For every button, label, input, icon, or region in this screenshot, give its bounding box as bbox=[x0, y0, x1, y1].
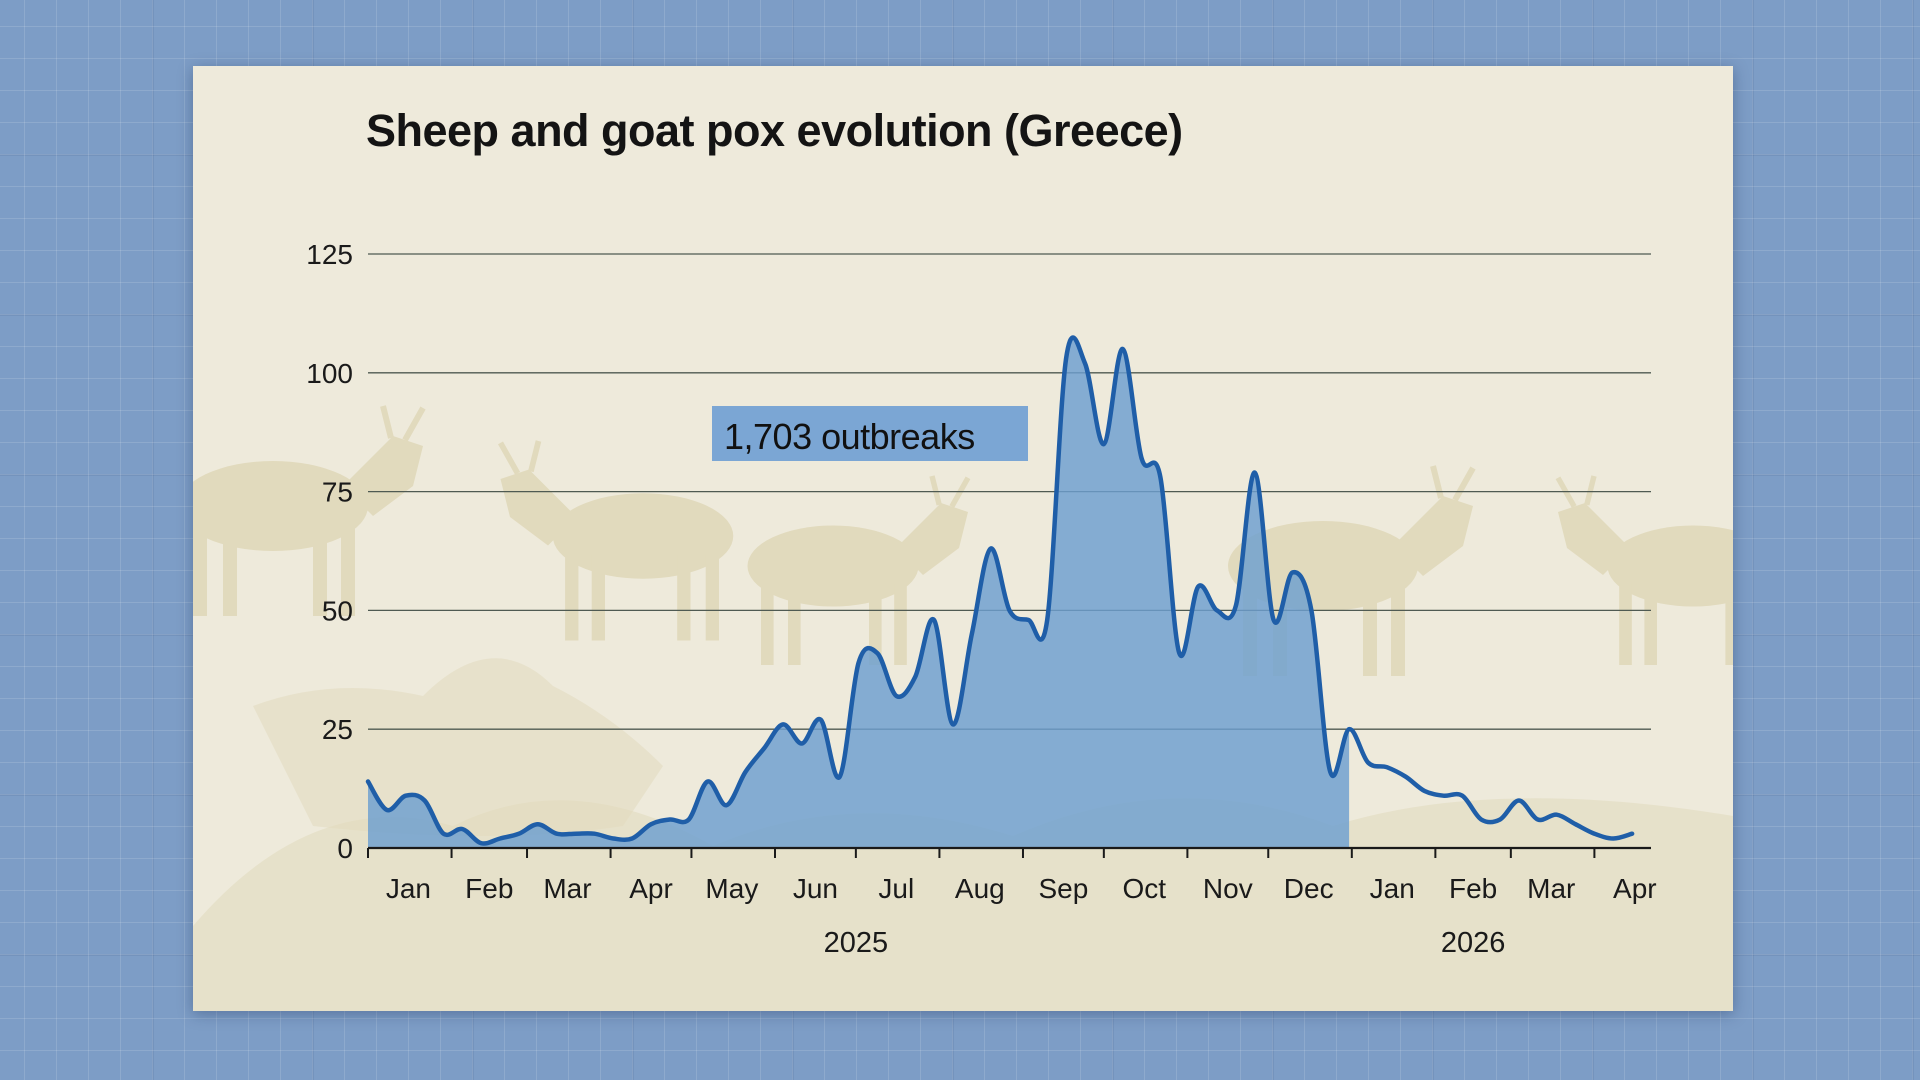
x-tick-label: May bbox=[705, 873, 758, 904]
x-tick-label: Mar bbox=[1527, 873, 1575, 904]
x-tick-label: Feb bbox=[465, 873, 513, 904]
x-tick-label: Dec bbox=[1284, 873, 1334, 904]
y-tick-label: 25 bbox=[322, 714, 353, 745]
x-tick-label: Feb bbox=[1449, 873, 1497, 904]
year-label: 2026 bbox=[1441, 927, 1506, 959]
x-tick-label: Jan bbox=[1370, 873, 1415, 904]
y-tick-label: 75 bbox=[322, 477, 353, 508]
x-axis: Jan Feb Mar Apr May Jun Jul Aug Sep Oct Nov Dec Jan F… bbox=[367, 846, 1657, 959]
area-fill bbox=[368, 337, 1350, 848]
x-tick-label: Sep bbox=[1038, 873, 1088, 904]
x-tick-label: Oct bbox=[1122, 873, 1166, 904]
x-tick-label: Mar bbox=[543, 873, 591, 904]
x-tick-label: Apr bbox=[1613, 873, 1657, 904]
annotation-text: 1,703 outbreaks bbox=[724, 416, 975, 457]
x-tick-label: Jun bbox=[793, 873, 838, 904]
annotation: 1,703 outbreaks bbox=[712, 406, 1028, 461]
x-tick-label: Aug bbox=[955, 873, 1005, 904]
outbreaks-line bbox=[365, 335, 1635, 846]
y-tick-label: 100 bbox=[306, 358, 353, 389]
x-tick-label: Apr bbox=[629, 873, 673, 904]
series-line bbox=[365, 335, 1635, 846]
x-tick-label: Nov bbox=[1203, 873, 1253, 904]
chart-title: Sheep and goat pox evolution (Greece) bbox=[366, 105, 1183, 156]
y-tick-label: 0 bbox=[337, 833, 353, 864]
goat-silhouette-backdrop bbox=[193, 405, 1733, 1011]
year-label: 2025 bbox=[824, 927, 889, 959]
annotation-box bbox=[712, 406, 1028, 461]
x-tick-label: Jan bbox=[386, 873, 431, 904]
y-axis: 0 25 50 75 100 125 bbox=[306, 239, 353, 864]
y-tick-label: 50 bbox=[322, 595, 353, 626]
chart: 0 25 50 75 100 125 Jan Feb Mar Apr May Jun Jul Aug Se… bbox=[193, 105, 1733, 1011]
chart-card: 0 25 50 75 100 125 Jan Feb Mar Apr May Jun Jul Aug Se… bbox=[193, 66, 1733, 1011]
y-tick-label: 125 bbox=[306, 239, 353, 270]
x-tick-label: Jul bbox=[878, 873, 914, 904]
area-shading bbox=[368, 337, 1350, 848]
